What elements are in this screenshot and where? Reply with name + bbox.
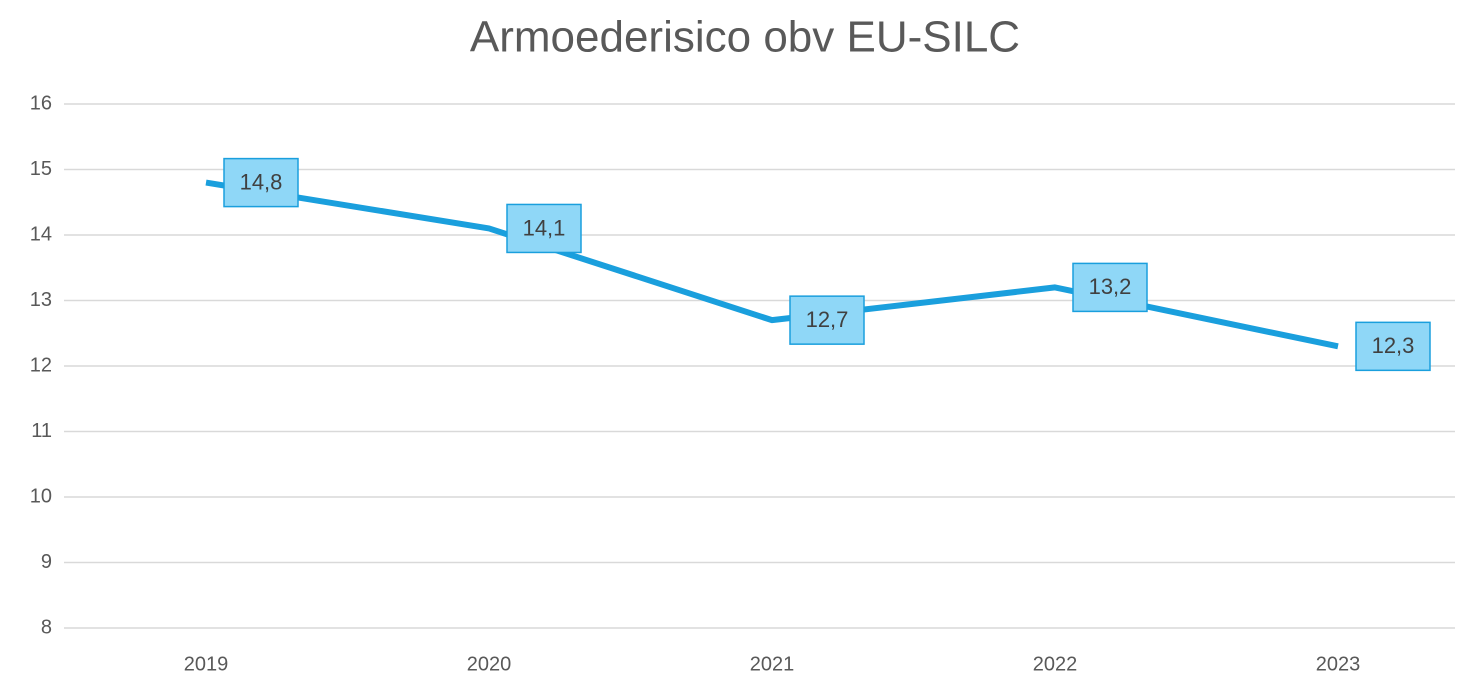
y-tick-label: 9 bbox=[41, 551, 52, 573]
chart-title: Armoederisico obv EU-SILC bbox=[470, 13, 1020, 62]
data-label: 12,3 bbox=[1372, 333, 1415, 358]
data-label-box bbox=[1072, 262, 1148, 313]
x-tick-label: 2023 bbox=[1316, 653, 1361, 675]
y-tick-label: 8 bbox=[41, 616, 52, 638]
y-tick-label: 10 bbox=[30, 485, 52, 507]
data-label: 13,2 bbox=[1089, 274, 1132, 299]
data-label: 12,7 bbox=[806, 307, 849, 332]
y-tick-label: 11 bbox=[31, 420, 52, 442]
data-label-box bbox=[1355, 321, 1431, 372]
x-tick-label: 2022 bbox=[1033, 653, 1078, 675]
x-tick-label: 2021 bbox=[750, 653, 795, 675]
data-label-box bbox=[223, 157, 299, 208]
y-tick-label: 13 bbox=[30, 289, 52, 311]
y-tick-label: 12 bbox=[30, 354, 52, 376]
line bbox=[205, 179, 1339, 350]
y-tick-label: 15 bbox=[30, 158, 52, 180]
data-label: 14,8 bbox=[240, 169, 283, 194]
x-tick-label: 2019 bbox=[184, 653, 229, 675]
y-tick-label: 14 bbox=[30, 223, 52, 245]
data-label-box bbox=[506, 203, 582, 254]
y-tick-label: 16 bbox=[30, 92, 52, 114]
data-label: 14,1 bbox=[523, 215, 566, 240]
data-label-box bbox=[789, 295, 865, 345]
x-tick-label: 2020 bbox=[467, 653, 512, 675]
